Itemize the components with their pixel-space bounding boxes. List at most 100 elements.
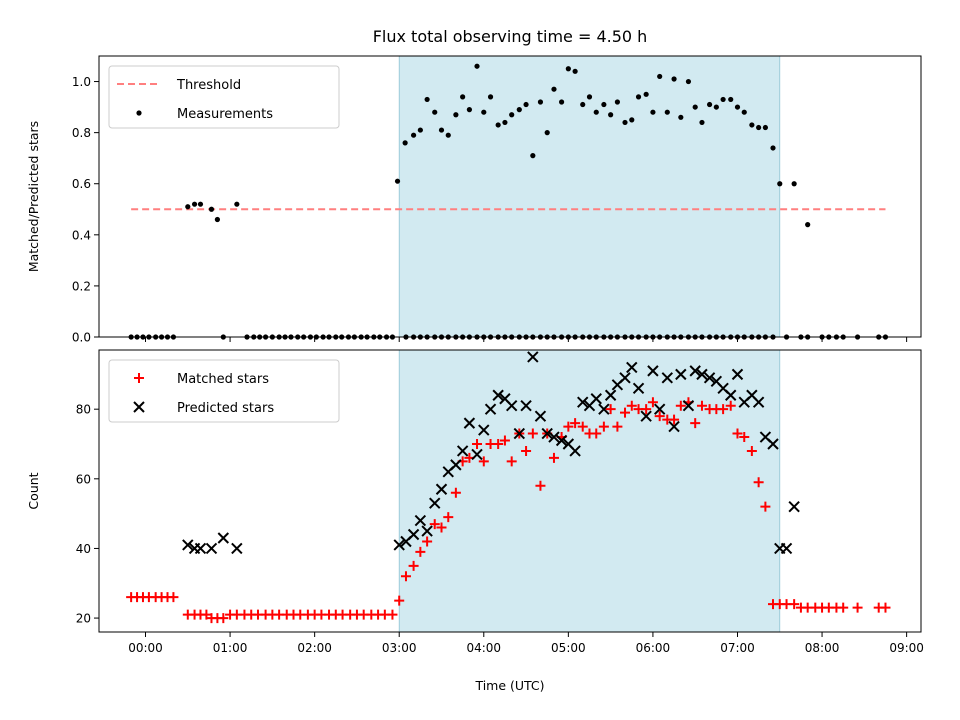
measurements-point — [791, 181, 797, 187]
predicted-stars-point — [788, 500, 800, 513]
predicted-stars-point — [696, 368, 708, 381]
predicted-stars-point — [619, 372, 631, 384]
x-tick-label: 09:00 — [889, 641, 924, 655]
matched-stars-point — [838, 602, 849, 613]
x-tick-label: 07:00 — [720, 641, 755, 655]
predicted-stars-point — [435, 483, 448, 495]
matched-stars-point — [789, 599, 800, 610]
measurements-point — [741, 109, 747, 115]
measurements-point — [487, 94, 494, 100]
measurements-point — [214, 216, 220, 223]
matched-stars-point — [675, 400, 686, 411]
matched-stars-point — [506, 456, 517, 467]
matched-stars-point — [725, 400, 736, 411]
predicted-stars-point — [393, 539, 405, 551]
measurements-point — [749, 122, 755, 128]
matched-stars-point — [591, 428, 602, 439]
matched-stars-point — [521, 445, 532, 456]
measurements-point — [537, 99, 544, 105]
x-tick-label: 05:00 — [551, 641, 586, 655]
chart-title: Flux total observing time = 4.50 h — [373, 27, 648, 46]
matched-stars-point — [415, 546, 426, 557]
matched-stars-legend-handle — [134, 373, 144, 383]
measurements-point — [756, 124, 762, 131]
predicted-stars-point — [632, 382, 645, 395]
measurements-point — [565, 66, 571, 72]
matched-stars-point — [641, 404, 652, 415]
matched-stars-point — [394, 595, 405, 606]
predicted-stars-point — [534, 410, 547, 422]
predicted-stars-point — [205, 542, 218, 555]
x-tick-label: 03:00 — [382, 641, 417, 655]
measurements-point — [650, 109, 656, 115]
predicted-stars-point — [661, 372, 674, 384]
measurements-point — [445, 132, 451, 138]
y-axis-label: Matched/Predicted stars — [26, 121, 41, 272]
predicted-stars-point — [725, 389, 737, 401]
measurements-point — [685, 78, 692, 85]
measurements-point — [706, 101, 713, 108]
measurements-point — [734, 104, 741, 110]
y-tick-label: 60 — [76, 472, 91, 486]
matched-stars-point — [732, 428, 743, 439]
matched-stars-point — [478, 456, 489, 467]
matched-stars-point — [753, 477, 764, 488]
measurements-point — [805, 222, 811, 228]
matched-stars-point — [436, 522, 447, 533]
matched-stars-point — [612, 421, 623, 432]
x-tick-label: 00:00 — [128, 641, 163, 655]
measurements-point — [777, 181, 783, 187]
measurements-point — [191, 201, 198, 207]
data-layer — [126, 351, 891, 624]
matched-stars-point — [605, 404, 616, 415]
measurements-point — [530, 153, 536, 159]
measurements-point — [770, 145, 776, 151]
predicted-stars-point — [626, 361, 638, 374]
measurements-point — [762, 124, 768, 131]
legend: Threshold Measurements — [108, 65, 340, 129]
measurements-point — [622, 119, 628, 126]
measurements-point — [509, 112, 515, 118]
measurements-point — [466, 107, 473, 113]
measurements-point — [572, 68, 578, 74]
measurements-point — [608, 112, 614, 118]
measurements-point — [460, 94, 466, 100]
predicted-stars-point — [675, 368, 687, 381]
measurements-point — [481, 109, 487, 115]
measurements-point — [558, 99, 565, 105]
y-tick-label: 0.2 — [72, 279, 91, 293]
measurements-point — [643, 91, 649, 97]
predicted-stars-point — [505, 399, 518, 412]
x-tick-label: 08:00 — [805, 641, 840, 655]
matched-stars-point — [387, 609, 398, 620]
legend-box — [108, 359, 340, 423]
y-tick-label: 0.8 — [72, 126, 91, 140]
measurements-point — [453, 112, 459, 118]
measurements-point — [410, 132, 417, 138]
matched-stars-point — [443, 512, 454, 523]
matched-stars-point — [690, 418, 701, 429]
y-tick-label: 20 — [76, 612, 91, 626]
measurements-point — [424, 96, 430, 103]
measurements-point — [208, 206, 215, 212]
predicted-stars-point — [194, 542, 207, 555]
measurements-point — [593, 109, 599, 115]
measurements-point — [234, 201, 240, 207]
predicted-stars-point — [548, 431, 560, 443]
measurements-point — [580, 101, 586, 108]
matched-stars-point — [429, 519, 440, 530]
predicted-stars-point — [492, 389, 504, 401]
predicted-stars-point — [731, 368, 744, 381]
measurements-point — [699, 119, 705, 126]
matched-stars-point — [570, 418, 581, 429]
measurements-point — [601, 101, 607, 108]
data-layer — [128, 63, 889, 340]
measurements-legend-handle — [136, 110, 142, 116]
matched-stars-point — [746, 445, 757, 456]
matched-stars-point — [450, 487, 461, 498]
predicted-stars-point — [429, 497, 441, 509]
matched-stars-point — [201, 609, 212, 620]
measurements-point — [544, 130, 550, 136]
threshold-legend-label: Threshold — [176, 78, 241, 93]
